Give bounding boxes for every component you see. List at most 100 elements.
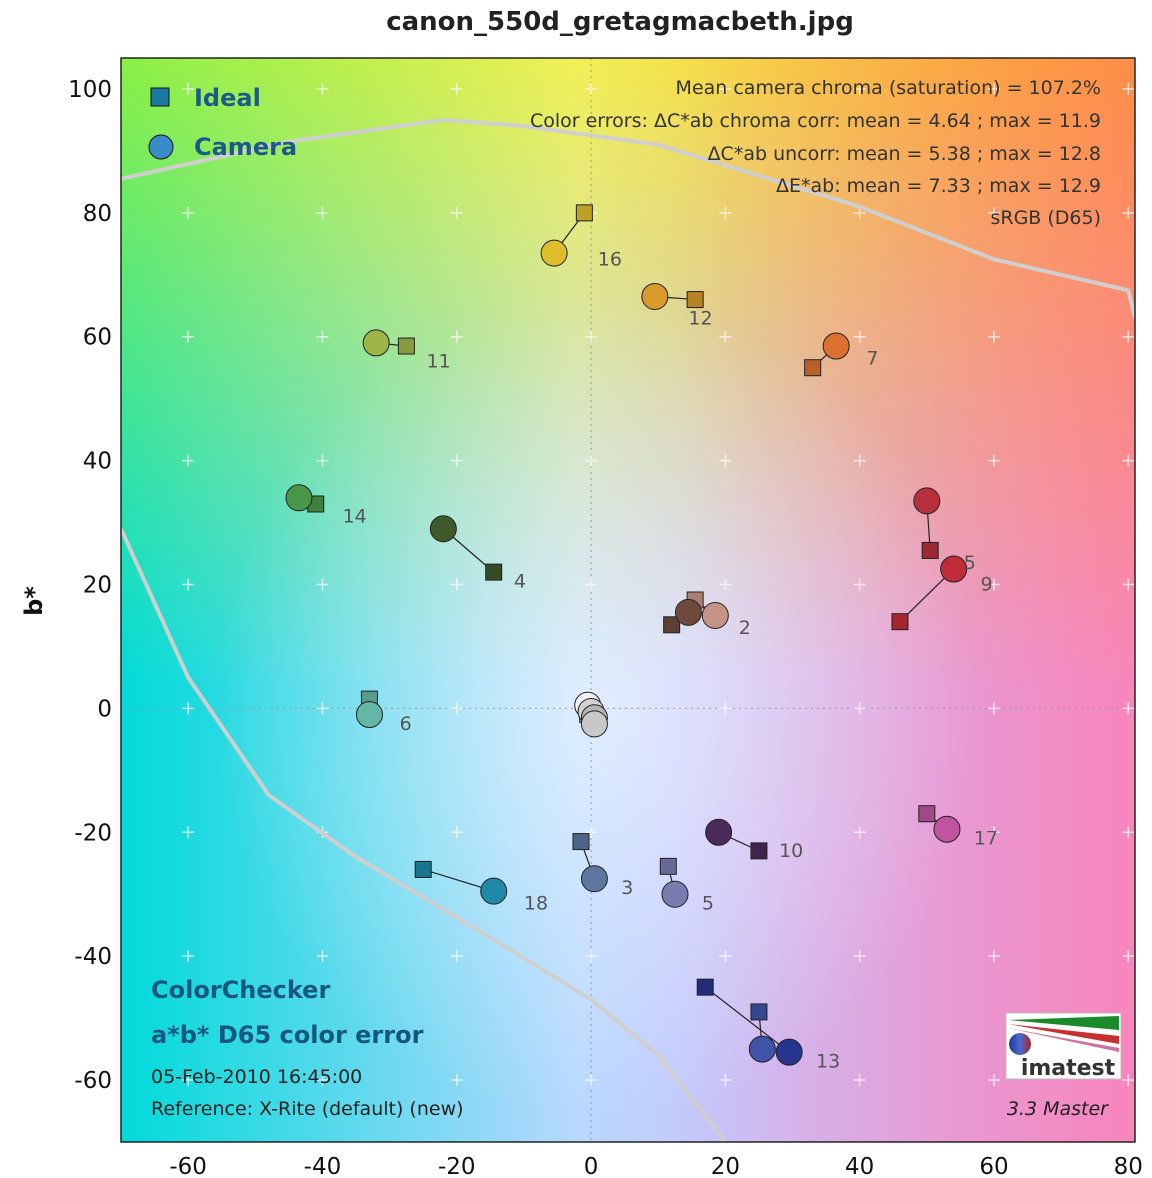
- grid-cross: [182, 206, 195, 219]
- grid-cross: [1122, 1074, 1135, 1087]
- patch-number-label: 3: [621, 877, 633, 899]
- grid-cross: [987, 826, 1000, 839]
- grid-cross: [450, 702, 463, 715]
- y-tick-label: 0: [97, 696, 112, 722]
- x-axis-ticks: -60 -40 -20 0 20 40 60 80: [169, 1154, 1143, 1178]
- grid-cross: [1122, 454, 1135, 467]
- imatest-logo: imatest 3.3 Master: [1005, 1012, 1122, 1120]
- error-annotations: Mean camera chroma (saturation) = 107.2%…: [530, 77, 1101, 229]
- patch-number-label: 17: [974, 828, 998, 850]
- camera-marker: [661, 880, 689, 908]
- patch-number-label: 12: [688, 307, 712, 329]
- grid-cross: [1122, 702, 1135, 715]
- grid-cross: [853, 454, 866, 467]
- grid-cross: [585, 826, 598, 839]
- patch-number-label: 7: [866, 348, 878, 370]
- grid-cross: [585, 950, 598, 963]
- patch-number-label: 9: [981, 574, 993, 596]
- camera-marker: [580, 865, 608, 893]
- grid-cross: [987, 82, 1000, 95]
- y-tick-label: 40: [83, 449, 112, 475]
- ideal-marker: [696, 978, 714, 996]
- grid-cross: [316, 1074, 329, 1087]
- ideal-marker: [750, 1003, 768, 1021]
- camera-marker: [362, 329, 390, 357]
- y-tick-label: 100: [68, 77, 112, 103]
- camera-marker: [641, 282, 669, 310]
- x-tick-label: 60: [979, 1154, 1008, 1178]
- ideal-marker: [414, 860, 432, 878]
- grid-cross: [853, 330, 866, 343]
- ideal-markers: [307, 204, 939, 1021]
- grid-cross: [719, 330, 732, 343]
- grid-cross: [316, 82, 329, 95]
- error-uncorr-text: ΔC*ab uncorr: mean = 5.38 ; max = 12.8: [708, 143, 1101, 165]
- grid-cross: [987, 454, 1000, 467]
- ideal-marker: [663, 616, 681, 634]
- error-de-text: ΔE*ab: mean = 7.33 ; max = 12.9: [776, 175, 1101, 197]
- legend-ideal-label: Ideal: [194, 84, 261, 112]
- camera-marker: [933, 815, 961, 843]
- grid-cross: [450, 454, 463, 467]
- grid-cross: [316, 578, 329, 591]
- x-tick-label: 20: [711, 1154, 740, 1178]
- camera-marker: [480, 877, 508, 905]
- ideal-marker: [686, 291, 704, 309]
- plot-frame: [120, 57, 1136, 1143]
- x-tick-label: 80: [1114, 1154, 1143, 1178]
- grid-cross: [316, 702, 329, 715]
- patch-number-label: 5: [702, 893, 714, 915]
- grid-cross: [853, 82, 866, 95]
- patch-number-label: 18: [524, 893, 548, 915]
- grid-cross: [182, 826, 195, 839]
- grid-cross: [182, 1074, 195, 1087]
- patch-number-label: 13: [816, 1051, 840, 1073]
- patch-number-label: 14: [343, 506, 367, 528]
- grid-cross: [450, 330, 463, 343]
- camera-marker: [705, 818, 733, 846]
- y-axis-ticks: 100 80 60 40 20 0 -20 -40 -60: [68, 77, 112, 1094]
- camera-marker: [540, 239, 568, 267]
- legend-camera-marker: [148, 134, 174, 160]
- grid-cross: [719, 578, 732, 591]
- x-tick-label: -20: [438, 1154, 476, 1178]
- grid-cross: [987, 330, 1000, 343]
- grid-cross: [585, 1074, 598, 1087]
- camera-marker: [913, 487, 941, 515]
- grid-cross: [182, 578, 195, 591]
- camera-marker: [940, 555, 968, 583]
- y-tick-label: -20: [74, 820, 112, 846]
- legend: Ideal Camera: [148, 84, 297, 161]
- grid-cross: [450, 578, 463, 591]
- ideal-marker: [659, 857, 677, 875]
- grid-cross: [987, 702, 1000, 715]
- grid-cross: [585, 454, 598, 467]
- grid-cross: [182, 82, 195, 95]
- grid-cross: [853, 578, 866, 591]
- grid-cross: [853, 826, 866, 839]
- patch-number-label: 5: [964, 552, 976, 574]
- grid-cross: [182, 330, 195, 343]
- saturation-text: Mean camera chroma (saturation) = 107.2%: [676, 77, 1101, 99]
- y-tick-label: 60: [83, 325, 112, 351]
- camera-marker: [429, 515, 457, 543]
- grid-cross: [316, 330, 329, 343]
- grid-cross: [182, 950, 195, 963]
- grid: [121, 58, 1135, 1142]
- colorspace-text: sRGB (D65): [990, 207, 1101, 229]
- gamut-boundary: [121, 117, 1135, 1142]
- legend-ideal-marker: [150, 87, 170, 107]
- grid-cross: [450, 82, 463, 95]
- grid-cross: [1122, 206, 1135, 219]
- patch-number-label: 2: [739, 617, 751, 639]
- grid-cross: [853, 1074, 866, 1087]
- ideal-marker: [804, 359, 822, 377]
- camera-marker: [775, 1038, 803, 1066]
- y-tick-label: -40: [74, 944, 112, 970]
- error-corr-text: Color errors: ΔC*ab chroma corr: mean = …: [530, 110, 1101, 132]
- camera-marker: [355, 701, 383, 729]
- patch-number-label: 10: [779, 840, 803, 862]
- version-text: 3.3 Master: [1007, 1098, 1109, 1120]
